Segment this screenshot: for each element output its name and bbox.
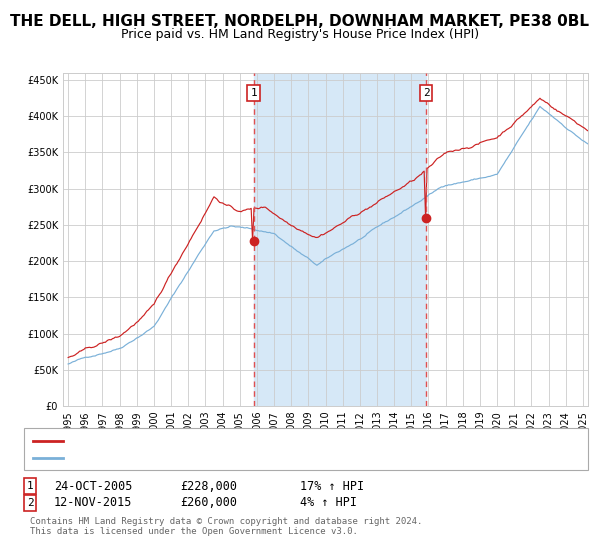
Text: £228,000: £228,000 — [180, 479, 237, 493]
Text: £260,000: £260,000 — [180, 496, 237, 510]
Text: THE DELL, HIGH STREET, NORDELPH, DOWNHAM MARKET, PE38 0BL: THE DELL, HIGH STREET, NORDELPH, DOWNHAM… — [11, 14, 589, 29]
Text: 2: 2 — [26, 498, 34, 508]
Text: 17% ↑ HPI: 17% ↑ HPI — [300, 479, 364, 493]
Text: 24-OCT-2005: 24-OCT-2005 — [54, 479, 133, 493]
Text: THE DELL, HIGH STREET, NORDELPH, DOWNHAM MARKET, PE38 0BL (detached house): THE DELL, HIGH STREET, NORDELPH, DOWNHAM… — [68, 436, 568, 446]
Text: HPI: Average price, detached house, King's Lynn and West Norfolk: HPI: Average price, detached house, King… — [68, 453, 500, 463]
Text: Contains HM Land Registry data © Crown copyright and database right 2024.: Contains HM Land Registry data © Crown c… — [30, 517, 422, 526]
Text: 4% ↑ HPI: 4% ↑ HPI — [300, 496, 357, 510]
Text: 1: 1 — [250, 88, 257, 98]
Text: 1: 1 — [26, 481, 34, 491]
Text: This data is licensed under the Open Government Licence v3.0.: This data is licensed under the Open Gov… — [30, 528, 358, 536]
Text: 12-NOV-2015: 12-NOV-2015 — [54, 496, 133, 510]
Text: 2: 2 — [423, 88, 430, 98]
Text: Price paid vs. HM Land Registry's House Price Index (HPI): Price paid vs. HM Land Registry's House … — [121, 28, 479, 41]
Bar — [254, 73, 426, 406]
